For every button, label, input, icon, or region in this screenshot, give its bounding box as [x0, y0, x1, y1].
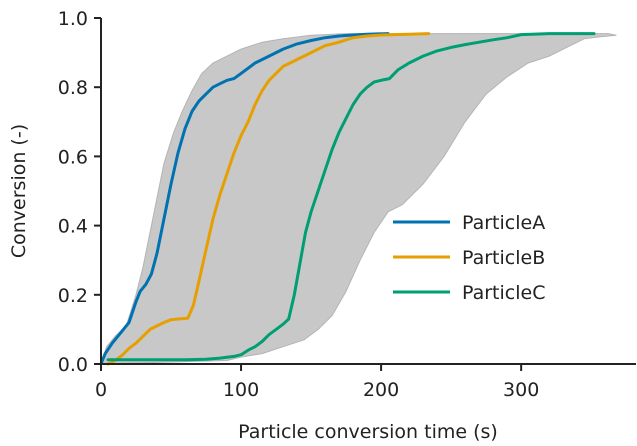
range-band [100, 33, 617, 365]
y-axis-title: Conversion (-) [8, 124, 30, 258]
y-tick-label: 0.6 [58, 146, 88, 168]
legend-label-particlea: ParticleA [462, 212, 545, 234]
legend-label-particleb: ParticleB [462, 247, 545, 269]
y-tick-label: 1.0 [58, 8, 88, 30]
band-layer [100, 33, 617, 365]
x-tick-label: 200 [363, 379, 399, 401]
x-tick-label: 0 [95, 379, 107, 401]
legend-label-particlec: ParticleC [462, 282, 545, 304]
series-line-particlec [106, 32, 596, 362]
series-line-particlea [99, 32, 390, 366]
x-tick-label: 100 [223, 379, 259, 401]
y-tick-label: 0.4 [58, 216, 88, 238]
legend: ParticleA ParticleB ParticleC [393, 212, 545, 304]
y-tick-label: 0.2 [58, 285, 88, 307]
series-line-particleb [106, 32, 431, 366]
y-tick-label: 0.0 [58, 354, 88, 376]
x-axis-title: Particle conversion time (s) [238, 421, 498, 443]
y-tick-label: 0.8 [58, 77, 88, 99]
axes [100, 18, 636, 365]
ticks: 0 100 200 300 0.0 0.2 0.4 0.6 0.8 1.0 [58, 8, 540, 401]
x-tick-label: 300 [503, 379, 539, 401]
series-layer [99, 32, 596, 366]
